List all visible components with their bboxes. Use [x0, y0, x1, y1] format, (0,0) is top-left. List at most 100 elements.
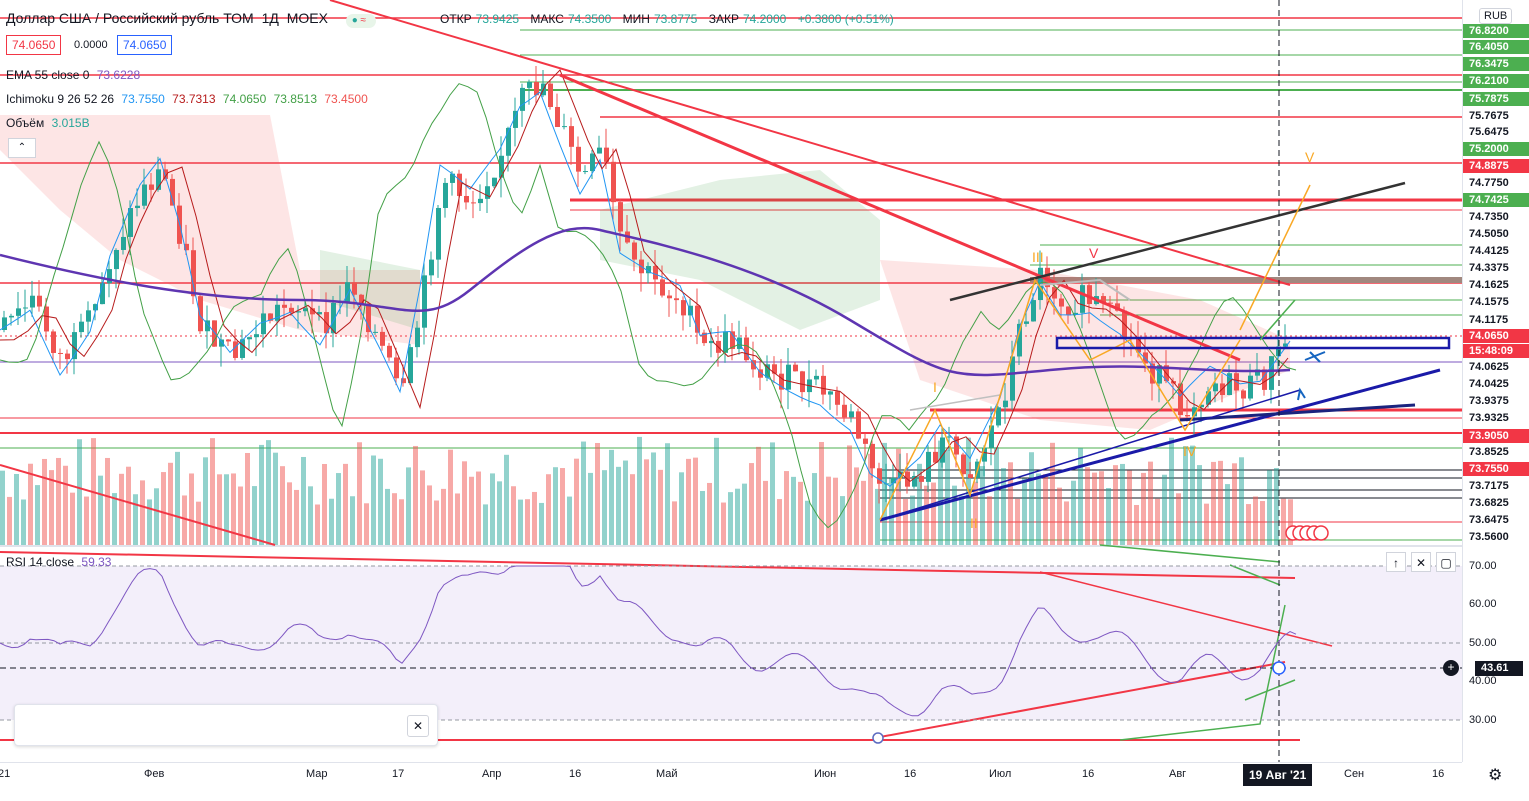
trend-line — [559, 73, 1241, 362]
volume-bar — [168, 462, 173, 545]
cloud-green — [600, 170, 880, 330]
volume-bar — [378, 458, 383, 545]
rsi-line — [0, 565, 1297, 717]
price-label: 73.9375 — [1469, 395, 1509, 407]
candle-body — [1248, 375, 1253, 399]
volume-bar — [294, 489, 299, 545]
candle-body — [821, 375, 826, 395]
volume-bar — [245, 452, 250, 545]
volume-bar — [259, 444, 264, 545]
symbol-legend[interactable]: Доллар США / Российский рубль ТОМ 1Д MOE… — [6, 10, 380, 28]
sell-button[interactable]: 74.0650 — [6, 35, 62, 55]
volume-bar — [350, 496, 355, 545]
candlesticks — [2, 65, 1288, 504]
volume-bar — [1043, 474, 1048, 545]
rsi-legend[interactable]: RSI 14 close 59.33 — [6, 555, 112, 569]
tenkan-line — [0, 91, 1291, 487]
candle-body — [121, 236, 126, 250]
trend-lines[interactable] — [0, 0, 1462, 762]
time-label: 16 — [904, 768, 917, 780]
candle-body — [310, 308, 315, 315]
symbol-name[interactable]: Доллар США / Российский рубль ТОМ — [6, 10, 254, 26]
candle-body — [499, 155, 504, 178]
volume-bar — [147, 499, 152, 545]
candle-body — [961, 454, 966, 475]
volume-bar — [1288, 499, 1293, 545]
buy-button[interactable]: 74.0650 — [117, 35, 173, 55]
volume-bar — [602, 470, 607, 545]
wave-label: I — [933, 379, 937, 395]
trend-line — [949, 181, 1406, 302]
time-label: Сен — [1344, 768, 1365, 780]
add-level-icon[interactable]: + — [1443, 660, 1459, 676]
candle-body — [247, 337, 252, 340]
candle-body — [408, 347, 413, 384]
close-pane-icon[interactable]: ✕ — [1411, 552, 1431, 572]
cloud-red — [0, 115, 420, 345]
rsi-trend-line — [0, 551, 1296, 579]
volume-bar — [1162, 474, 1167, 545]
candle-body — [163, 169, 168, 179]
time-label: Фев — [144, 768, 165, 780]
volume-bar — [231, 473, 236, 545]
chikou-line — [0, 83, 1297, 529]
trend-line — [879, 389, 1301, 521]
volume-bar — [1001, 468, 1006, 545]
volume-bar — [539, 502, 544, 545]
volume-bar — [126, 466, 131, 545]
candle-body — [681, 300, 686, 316]
time-axis[interactable]: 21 Фев Мар 17 Апр 16 Май Июн 16 Июл 16 Авг Сен 16 19 … — [0, 762, 1462, 787]
price-scale[interactable]: RUB 76.8200 76.4050 76.3475 76.2100 75.7875 7… — [1443, 0, 1529, 762]
candle-body — [730, 331, 735, 349]
candle-body — [604, 147, 609, 162]
candle-body — [485, 186, 490, 199]
volume-bar — [637, 436, 642, 545]
candle-body — [72, 332, 77, 360]
candle-body — [1283, 343, 1288, 347]
volume-bar — [413, 445, 418, 545]
change-value: +0.3800 (+0.51%) — [797, 12, 894, 26]
time-label: Апр — [482, 768, 502, 780]
volume-bar — [546, 474, 551, 545]
volume-bar — [658, 469, 663, 545]
candle-body — [387, 345, 392, 358]
ema-legend[interactable]: EMA 55 close 0 73.6228 — [6, 68, 141, 82]
volume-bar — [938, 440, 943, 545]
close-icon[interactable]: ✕ — [407, 715, 429, 737]
price-label: 73.6825 — [1469, 497, 1509, 509]
volume-bar — [70, 492, 75, 545]
move-up-icon[interactable]: ↑ — [1386, 552, 1406, 572]
ichimoku-legend[interactable]: Ichimoku 9 26 52 26 73.7550 73.7313 74.0… — [6, 92, 368, 106]
volume-bar — [567, 496, 572, 545]
volume-bar — [847, 445, 852, 545]
volume-bar — [7, 496, 12, 545]
price-label: 73.7175 — [1469, 480, 1509, 492]
kijun-line — [0, 69, 1289, 483]
volume-bar — [924, 485, 929, 545]
volume-bar — [721, 502, 726, 545]
volume-bar — [777, 499, 782, 545]
volume-bar — [476, 471, 481, 545]
price-label: 73.9050 — [1463, 429, 1529, 443]
volume-bar — [35, 485, 40, 545]
candle-body — [394, 357, 399, 379]
settings-gear-icon[interactable]: ⚙ — [1488, 767, 1503, 784]
interval[interactable]: 1Д — [261, 10, 279, 26]
collapse-legend-button[interactable]: ⌃ — [8, 138, 36, 158]
volume-bar — [448, 449, 453, 545]
volume-legend[interactable]: Объём 3.015B — [6, 116, 90, 130]
volume-bar — [826, 476, 831, 545]
candle-body — [702, 332, 707, 344]
currency-button[interactable]: RUB — [1479, 8, 1513, 24]
volume-bar — [763, 480, 768, 545]
current-date-label: 19 Авг '21 — [1243, 764, 1313, 786]
volume-bar — [693, 457, 698, 545]
volume-bar — [644, 459, 649, 545]
volume-bar — [700, 490, 705, 545]
candle-body — [1080, 285, 1085, 313]
wave-label: II — [970, 515, 978, 531]
maximize-pane-icon[interactable]: ▢ — [1436, 552, 1456, 572]
drawing-text-widget[interactable]: ✕ — [14, 704, 438, 746]
